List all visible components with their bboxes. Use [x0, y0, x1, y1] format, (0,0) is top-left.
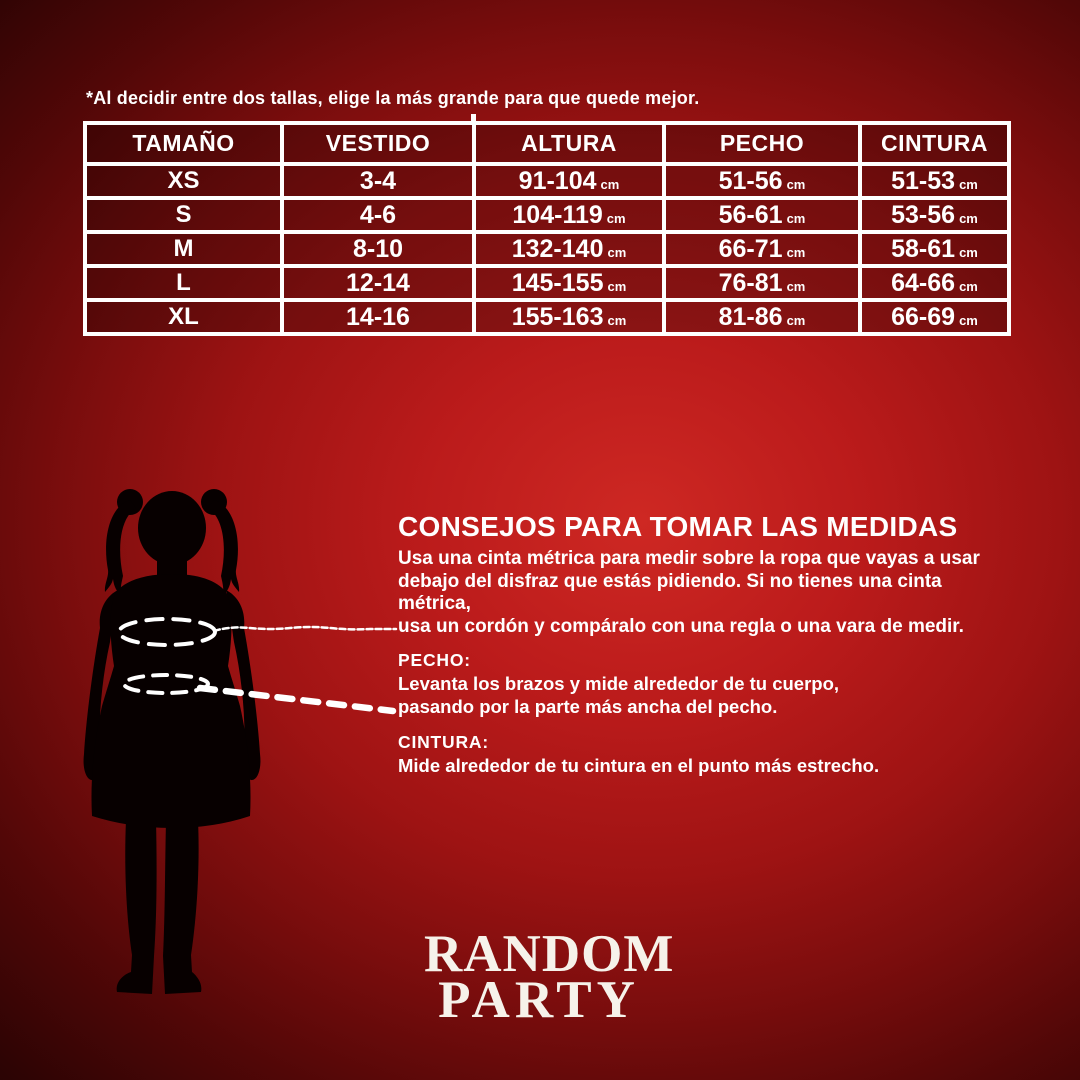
unit-label: cm [959, 176, 978, 192]
size-table: TAMAÑO VESTIDO ALTURA PECHO CINTURA XS 3… [83, 121, 1011, 336]
cell-size: XS [83, 162, 284, 200]
unit-label: cm [786, 176, 806, 192]
tips-intro-line: usa un cordón y compáralo con una regla … [398, 615, 964, 637]
cell-chest: 81-86 cm [662, 298, 862, 336]
cell-size: S [83, 196, 284, 234]
header-size: TAMAÑO [83, 121, 284, 166]
unit-label: cm [959, 244, 978, 260]
cell-waist: 53-56 cm [858, 196, 1011, 234]
unit-label: cm [959, 278, 978, 294]
table-row: XS 3-4 91-104 cm 51-56 cm 51-53 cm [83, 162, 1011, 200]
unit-label: cm [959, 210, 978, 226]
waist-label: CINTURA: [398, 732, 489, 752]
waist-text: Mide alrededor de tu cintura en el punto… [398, 754, 998, 777]
table-border-tick [471, 114, 476, 124]
header-dress: VESTIDO [280, 121, 476, 166]
unit-label: cm [786, 312, 806, 328]
cell-height: 145-155 cm [472, 264, 666, 302]
cell-dress: 3-4 [280, 162, 476, 200]
waist-connector-line [196, 684, 397, 715]
chest-label: PECHO: [398, 650, 471, 670]
table-row: S 4-6 104-119 cm 56-61 cm 53-56 cm [83, 196, 1011, 234]
brand-logo-line1: RANDOM [424, 925, 675, 983]
chest-text: Levanta los brazos y mide alrededor de t… [398, 672, 998, 718]
cell-height: 104-119 cm [472, 196, 666, 234]
chest-text-line: Levanta los brazos y mide alrededor de t… [398, 673, 840, 694]
brand-logo-line2: PARTY [438, 971, 640, 1029]
tips-intro-line: Usa una cinta métrica para medir sobre l… [398, 548, 980, 569]
table-header-row: TAMAÑO VESTIDO ALTURA PECHO CINTURA [83, 121, 1011, 166]
waist-measure-ellipse [122, 673, 210, 695]
cell-chest: 76-81 cm [662, 264, 862, 302]
cell-height: 132-140 cm [472, 230, 666, 268]
measuring-tips-section: CONSEJOS PARA TOMAR LAS MEDIDAS Usa una … [398, 512, 998, 777]
tips-intro: Usa una cinta métrica para medir sobre l… [398, 548, 998, 638]
unit-label: cm [606, 210, 626, 226]
chest-measure-block: PECHO: Levanta los brazos y mide alreded… [398, 650, 998, 718]
cell-chest: 66-71 cm [662, 230, 862, 268]
cell-height: 91-104 cm [472, 162, 666, 200]
chest-text-line: pasando por la parte más ancha del pecho… [398, 696, 778, 717]
unit-label: cm [959, 312, 978, 328]
cell-size: L [83, 264, 284, 302]
cell-waist: 66-69 cm [858, 298, 1011, 336]
unit-label: cm [786, 278, 806, 294]
sizing-advice-note: *Al decidir entre dos tallas, elige la m… [86, 88, 700, 108]
header-chest: PECHO [662, 121, 862, 166]
unit-label: cm [786, 210, 806, 226]
header-height: ALTURA [472, 121, 666, 166]
cell-waist: 64-66 cm [858, 264, 1011, 302]
header-waist: CINTURA [858, 121, 1011, 166]
tips-intro-line: debajo del disfraz que estás pidiendo. S… [398, 570, 942, 615]
cell-dress: 12-14 [280, 264, 476, 302]
cell-chest: 56-61 cm [662, 196, 862, 234]
cell-chest: 51-56 cm [662, 162, 862, 200]
cell-dress: 8-10 [280, 230, 476, 268]
unit-label: cm [607, 278, 627, 294]
cell-waist: 51-53 cm [858, 162, 1011, 200]
cell-size: XL [83, 298, 284, 336]
cell-height: 155-163 cm [472, 298, 666, 336]
cell-dress: 14-16 [280, 298, 476, 336]
waist-measure-block: CINTURA: Mide alrededor de tu cintura en… [398, 732, 998, 777]
unit-label: cm [607, 312, 627, 328]
chest-connector-line [212, 625, 398, 633]
brand-logo: RANDOM PARTY [424, 925, 675, 1029]
table-row: XL 14-16 155-163 cm 81-86 cm 66-69 cm [83, 298, 1011, 336]
unit-label: cm [600, 176, 620, 192]
cell-waist: 58-61 cm [858, 230, 1011, 268]
girl-silhouette [83, 489, 398, 994]
cell-size: M [83, 230, 284, 268]
cell-dress: 4-6 [280, 196, 476, 234]
unit-label: cm [607, 244, 627, 260]
unit-label: cm [786, 244, 806, 260]
table-row: M 8-10 132-140 cm 66-71 cm 58-61 cm [83, 230, 1011, 268]
tips-title: CONSEJOS PARA TOMAR LAS MEDIDAS [398, 511, 958, 542]
waist-text-line: Mide alrededor de tu cintura en el punto… [398, 755, 880, 776]
table-row: L 12-14 145-155 cm 76-81 cm 64-66 cm [83, 264, 1011, 302]
